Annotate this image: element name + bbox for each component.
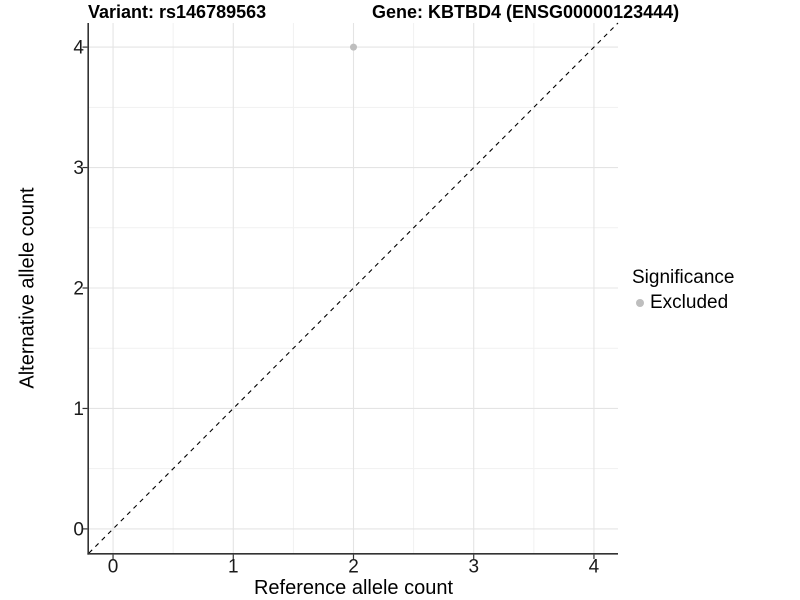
x-tick-label: 1 [228, 557, 239, 578]
excluded-point-swatch-icon [636, 299, 644, 307]
identity-line [88, 22, 619, 554]
y-tick-label: 2 [73, 279, 84, 300]
x-tick-label: 4 [589, 557, 600, 578]
x-tick-label: 3 [468, 557, 479, 578]
legend-title: Significance [632, 267, 735, 288]
x-axis-title: Reference allele count [253, 577, 453, 599]
variant-title: Variant: rs146789563 [88, 2, 267, 22]
legend-item-excluded: Excluded [632, 291, 734, 315]
x-tick-label: 2 [348, 557, 359, 578]
data-point-excluded [350, 43, 357, 51]
y-tick-label: 3 [73, 158, 84, 179]
gene-title: Gene: KBTBD4 (ENSG00000123444) [372, 2, 680, 22]
y-axis-title: Alternative allele count [16, 187, 39, 389]
y-tick-label: 0 [73, 519, 84, 540]
x-tick-label: 0 [108, 557, 119, 578]
y-tick-label: 4 [73, 38, 84, 59]
legend: Significance Excluded [632, 267, 734, 315]
y-tick-label: 1 [73, 399, 84, 420]
legend-item-label: Excluded [650, 292, 729, 313]
